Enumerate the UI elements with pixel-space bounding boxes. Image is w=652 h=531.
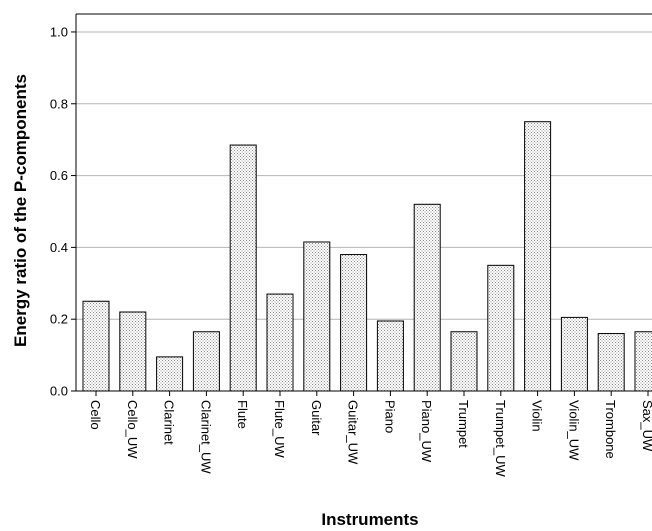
bar-cello [82, 300, 110, 392]
x-tick-label: Violin [530, 400, 545, 432]
x-tick-label: Cello_UW [125, 400, 140, 459]
bar-trombone [597, 333, 625, 392]
bars [82, 121, 652, 392]
bar-piano-uw [413, 203, 441, 392]
x-tick-label: Flute_UW [272, 400, 287, 459]
x-tick-label: Clarinet_UW [198, 400, 213, 474]
x-tick-label: Violin_UW [566, 400, 581, 461]
gridlines [76, 31, 652, 320]
bar-clarinet-uw [192, 331, 220, 392]
x-tick-label: Cello [88, 400, 103, 430]
bar-piano [376, 320, 404, 392]
x-tick-label: Trumpet [456, 400, 471, 448]
bar-violin-uw [560, 316, 588, 392]
x-tick-label: Flute [235, 400, 250, 429]
bar-guitar-uw [340, 254, 368, 392]
bar-clarinet [156, 356, 184, 392]
x-tick-label: Guitar [309, 400, 324, 436]
y-tick-label: 0.4 [50, 240, 68, 255]
x-axis-title: Instruments [321, 510, 418, 529]
bar-sax-uw [634, 331, 652, 392]
x-tick-label: Clarinet [162, 400, 177, 445]
y-tick-label: 0.8 [50, 96, 68, 111]
y-axis-title: Energy ratio of the P-components [11, 74, 30, 347]
x-tick-label: Sax_UW [640, 400, 652, 452]
axes [71, 13, 652, 396]
x-tick-label: Trumpet_UW [493, 400, 508, 478]
bar-violin [524, 121, 552, 392]
x-tick-label: Piano [382, 400, 397, 433]
x-tick-label: Guitar_UW [346, 400, 361, 465]
x-tick-label: Trombone [603, 400, 618, 459]
bar-flute-uw [266, 293, 294, 392]
x-tick-labels: Cello Cello_UW Clarinet Clarinet_UW Flute Flu… [88, 400, 652, 478]
bar-cello-uw [119, 311, 147, 392]
bar-guitar [303, 241, 331, 392]
y-tick-label: 0.2 [50, 312, 68, 327]
bar-trumpet [450, 331, 478, 392]
y-tick-label: 0.0 [50, 384, 68, 399]
x-tick-label: Piano_UW [419, 400, 434, 463]
y-tick-label: 0.6 [50, 168, 68, 183]
y-tick-labels: 0.0 0.2 0.4 0.6 0.8 1.0 [50, 24, 68, 398]
y-tick-label: 1.0 [50, 24, 68, 39]
bar-trumpet-uw [487, 264, 515, 392]
bar-flute [229, 144, 257, 392]
